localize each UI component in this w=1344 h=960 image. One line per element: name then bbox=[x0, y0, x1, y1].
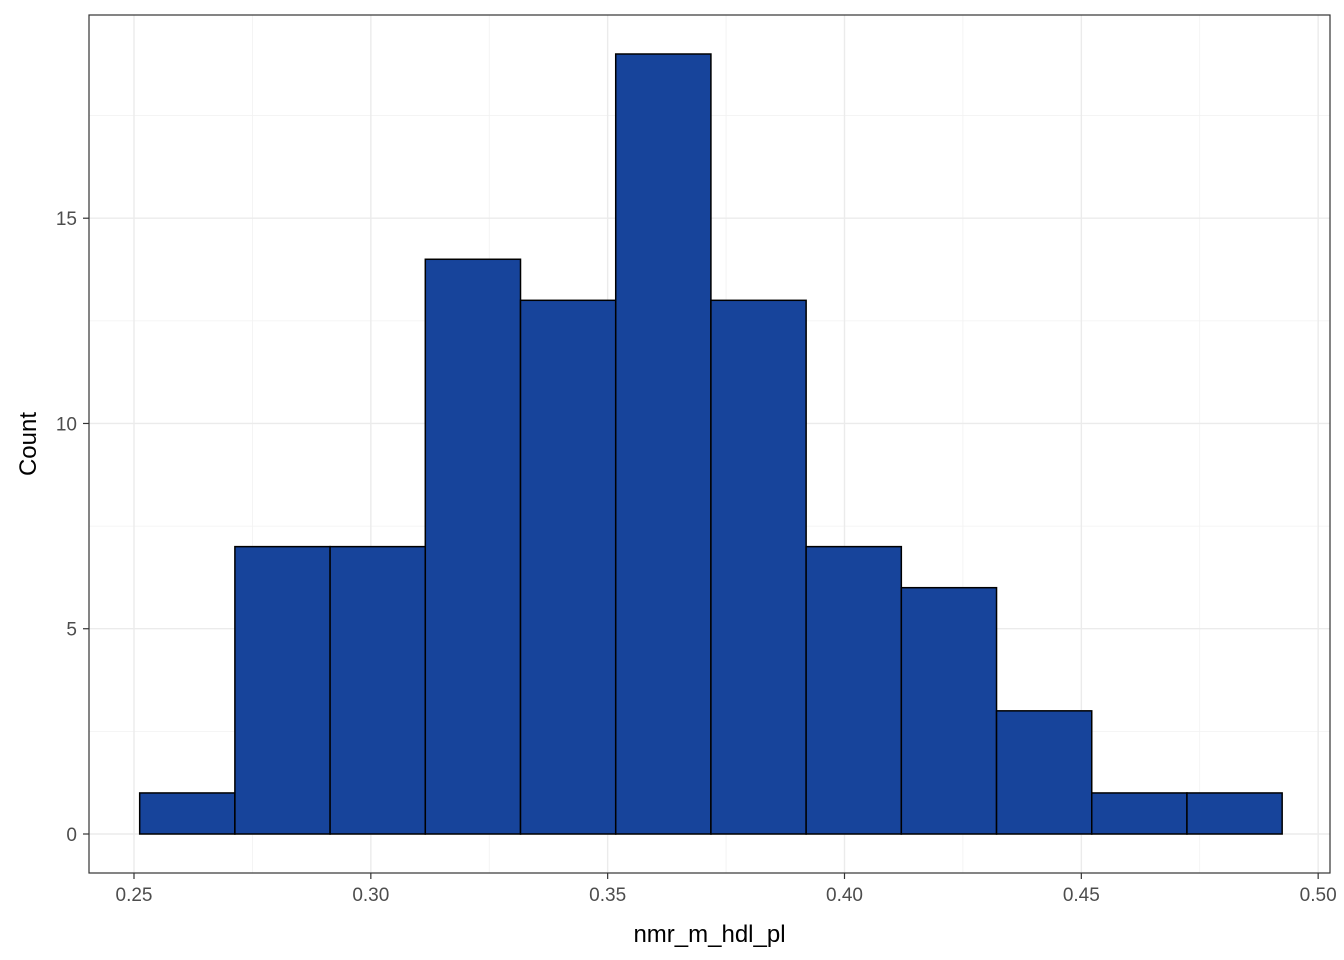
x-tick-label: 0.40 bbox=[826, 885, 863, 906]
histogram-bar-8 bbox=[805, 545, 903, 835]
x-tick-label: 0.50 bbox=[1300, 885, 1337, 906]
axes-layer: 0.25 0.30 0.35 0.40 0.45 0.50 0 5 10 15 bbox=[56, 209, 1337, 906]
histogram-bar-4 bbox=[424, 258, 522, 835]
histogram-bar-11 bbox=[1090, 792, 1188, 835]
histogram-bar-9 bbox=[900, 586, 998, 835]
y-axis-title: Count bbox=[15, 412, 42, 476]
x-tick-label: 0.25 bbox=[116, 885, 153, 906]
histogram-bar-5 bbox=[519, 299, 617, 835]
histogram-bar-1 bbox=[138, 792, 236, 835]
y-tick-label: 5 bbox=[66, 620, 77, 641]
histogram-bar-3 bbox=[329, 545, 427, 835]
x-tick-label: 0.45 bbox=[1063, 885, 1100, 906]
x-tick-label: 0.35 bbox=[589, 885, 626, 906]
x-axis-title: nmr_m_hdl_pl bbox=[633, 921, 785, 948]
y-tick-label: 0 bbox=[66, 825, 77, 846]
y-tick-label: 10 bbox=[56, 414, 77, 435]
x-tick-label: 0.30 bbox=[352, 885, 389, 906]
histogram-bar-6 bbox=[614, 53, 712, 835]
histogram-bar-7 bbox=[710, 299, 807, 835]
histogram-bar-10 bbox=[995, 710, 1093, 835]
histogram-bar-2 bbox=[234, 545, 331, 835]
y-tick-label: 15 bbox=[56, 209, 77, 230]
panel-border bbox=[88, 14, 1331, 874]
bars-layer bbox=[138, 53, 1283, 835]
histogram-bar-12 bbox=[1186, 792, 1283, 835]
